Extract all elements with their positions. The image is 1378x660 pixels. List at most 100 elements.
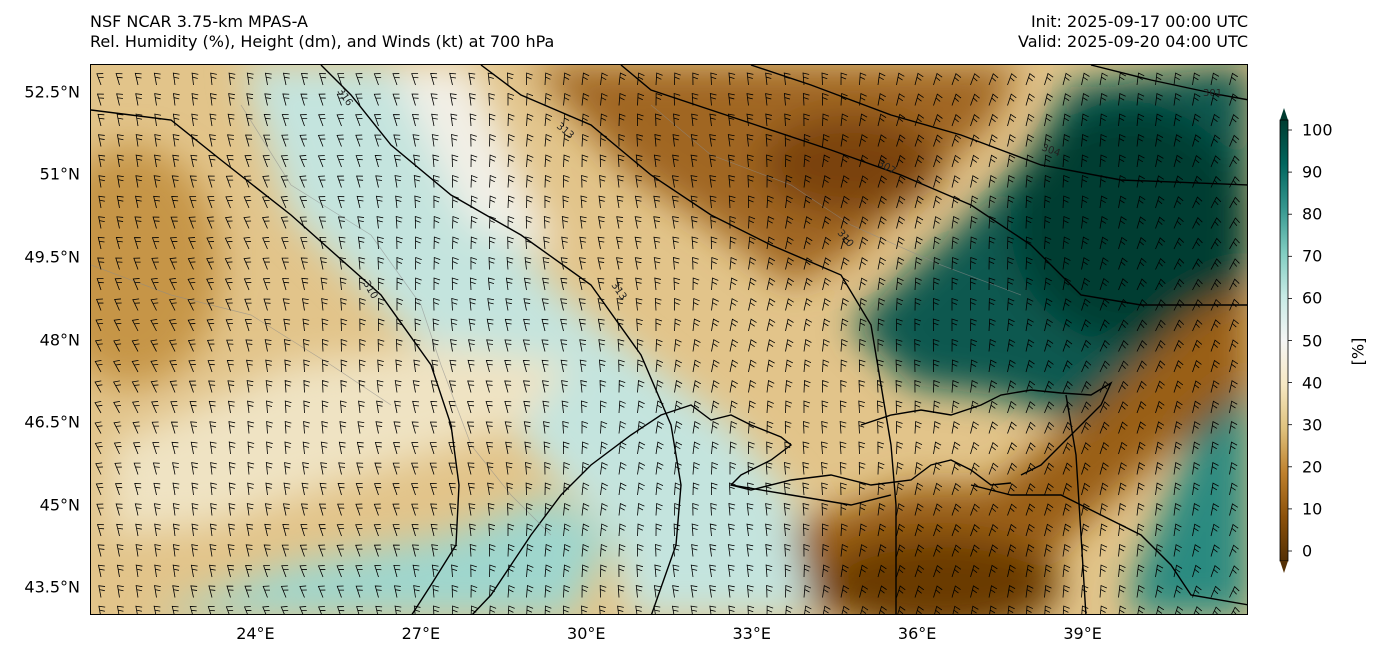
wind-barb <box>114 483 123 496</box>
wind-barb <box>1062 605 1070 614</box>
wind-barb <box>412 380 420 393</box>
wind-barb <box>264 72 272 86</box>
wind-barb <box>448 401 456 414</box>
wind-barb <box>303 421 310 434</box>
wind-barb <box>859 134 868 147</box>
wind-barb <box>544 92 552 106</box>
wind-barb <box>784 564 792 578</box>
border-1 <box>240 104 552 536</box>
wind-barb <box>637 72 645 86</box>
wind-barb <box>711 461 719 475</box>
wind-barb <box>803 257 813 270</box>
wind-barb <box>877 564 887 578</box>
wind-barb <box>373 503 382 516</box>
wind-barb <box>581 482 590 496</box>
wind-barb <box>970 483 980 496</box>
wind-barb <box>1044 195 1052 209</box>
wind-barb <box>300 93 308 106</box>
wind-barb <box>563 133 571 147</box>
wind-barb <box>116 544 124 557</box>
wind-barb <box>210 72 217 86</box>
wind-barb <box>135 154 143 168</box>
wind-barb <box>433 277 441 291</box>
wind-barb <box>653 175 661 188</box>
wind-barb <box>301 298 309 311</box>
wind-barb <box>896 236 905 250</box>
wind-barb <box>1025 523 1035 537</box>
wind-barb <box>355 73 363 86</box>
wind-barb <box>544 482 552 496</box>
wind-barb <box>692 318 701 332</box>
wind-barb <box>396 277 404 291</box>
wind-barb <box>1210 319 1221 332</box>
wind-barb <box>153 482 161 496</box>
wind-barb <box>377 318 385 332</box>
wind-barb <box>1155 216 1165 229</box>
wind-barb <box>785 195 793 209</box>
wind-barb <box>1044 93 1053 106</box>
wind-barb <box>1099 216 1108 229</box>
wind-barb <box>951 421 960 434</box>
wind-barb <box>896 93 905 106</box>
wind-barb <box>692 297 700 311</box>
wind-barb <box>189 401 197 414</box>
wind-barb <box>451 134 458 147</box>
wind-barb <box>785 339 794 352</box>
wind-barb <box>116 93 123 106</box>
wind-barb <box>1118 605 1127 614</box>
wind-barb <box>359 338 366 352</box>
wind-barb <box>766 400 774 414</box>
wind-barb <box>729 236 737 250</box>
wind-barb <box>877 216 887 229</box>
wind-barb <box>988 318 996 332</box>
wind-barb <box>207 175 215 188</box>
wind-barb <box>245 339 253 352</box>
wind-barb <box>1118 133 1126 147</box>
wind-barb <box>1118 257 1128 270</box>
wind-barb <box>1062 339 1073 352</box>
wind-barb <box>840 543 849 557</box>
wind-barb <box>488 543 496 557</box>
map-panel[interactable]: 316 313 310 307 304 301 310 313 <box>90 64 1248 615</box>
wind-barb <box>581 584 589 598</box>
wind-barb <box>340 338 348 352</box>
wind-barb <box>504 421 512 434</box>
wind-barb <box>840 216 850 229</box>
wind-barb <box>691 236 699 250</box>
wind-barb <box>246 523 254 537</box>
wind-barb <box>1007 605 1015 614</box>
wind-barb <box>1118 175 1127 188</box>
wind-barb <box>748 400 756 414</box>
wind-barb <box>392 114 401 127</box>
wind-barb <box>600 133 607 147</box>
wind-barb <box>505 441 512 455</box>
lat-label: 51°N <box>39 164 80 184</box>
wind-barb <box>951 524 962 537</box>
wind-barb <box>189 196 197 209</box>
wind-barb <box>581 523 590 537</box>
wind-barb <box>1099 257 1109 270</box>
map-canvas[interactable]: 316 313 310 307 304 301 310 313 <box>91 65 1248 615</box>
colorbar-tick-label: 100 <box>1302 120 1333 140</box>
wind-barb <box>1118 584 1126 598</box>
wind-barb <box>674 461 682 475</box>
wind-barb <box>1173 72 1182 86</box>
wind-barb <box>951 359 959 373</box>
wind-barb <box>1044 401 1055 414</box>
wind-barb <box>914 585 925 598</box>
wind-barb <box>449 523 457 537</box>
wind-barb <box>191 72 199 86</box>
wind-barb <box>359 359 366 373</box>
wind-barb <box>822 236 832 250</box>
wind-barb <box>747 482 754 496</box>
wind-barb <box>1081 277 1091 291</box>
wind-barb <box>784 462 791 475</box>
wind-barb <box>896 154 906 168</box>
wind-barb <box>896 216 905 229</box>
wind-barb <box>877 154 887 168</box>
wind-barb <box>299 114 308 127</box>
wind-barb <box>169 360 177 373</box>
wind-barb <box>822 359 830 373</box>
wind-barb <box>284 400 292 414</box>
wind-barb <box>859 544 868 557</box>
